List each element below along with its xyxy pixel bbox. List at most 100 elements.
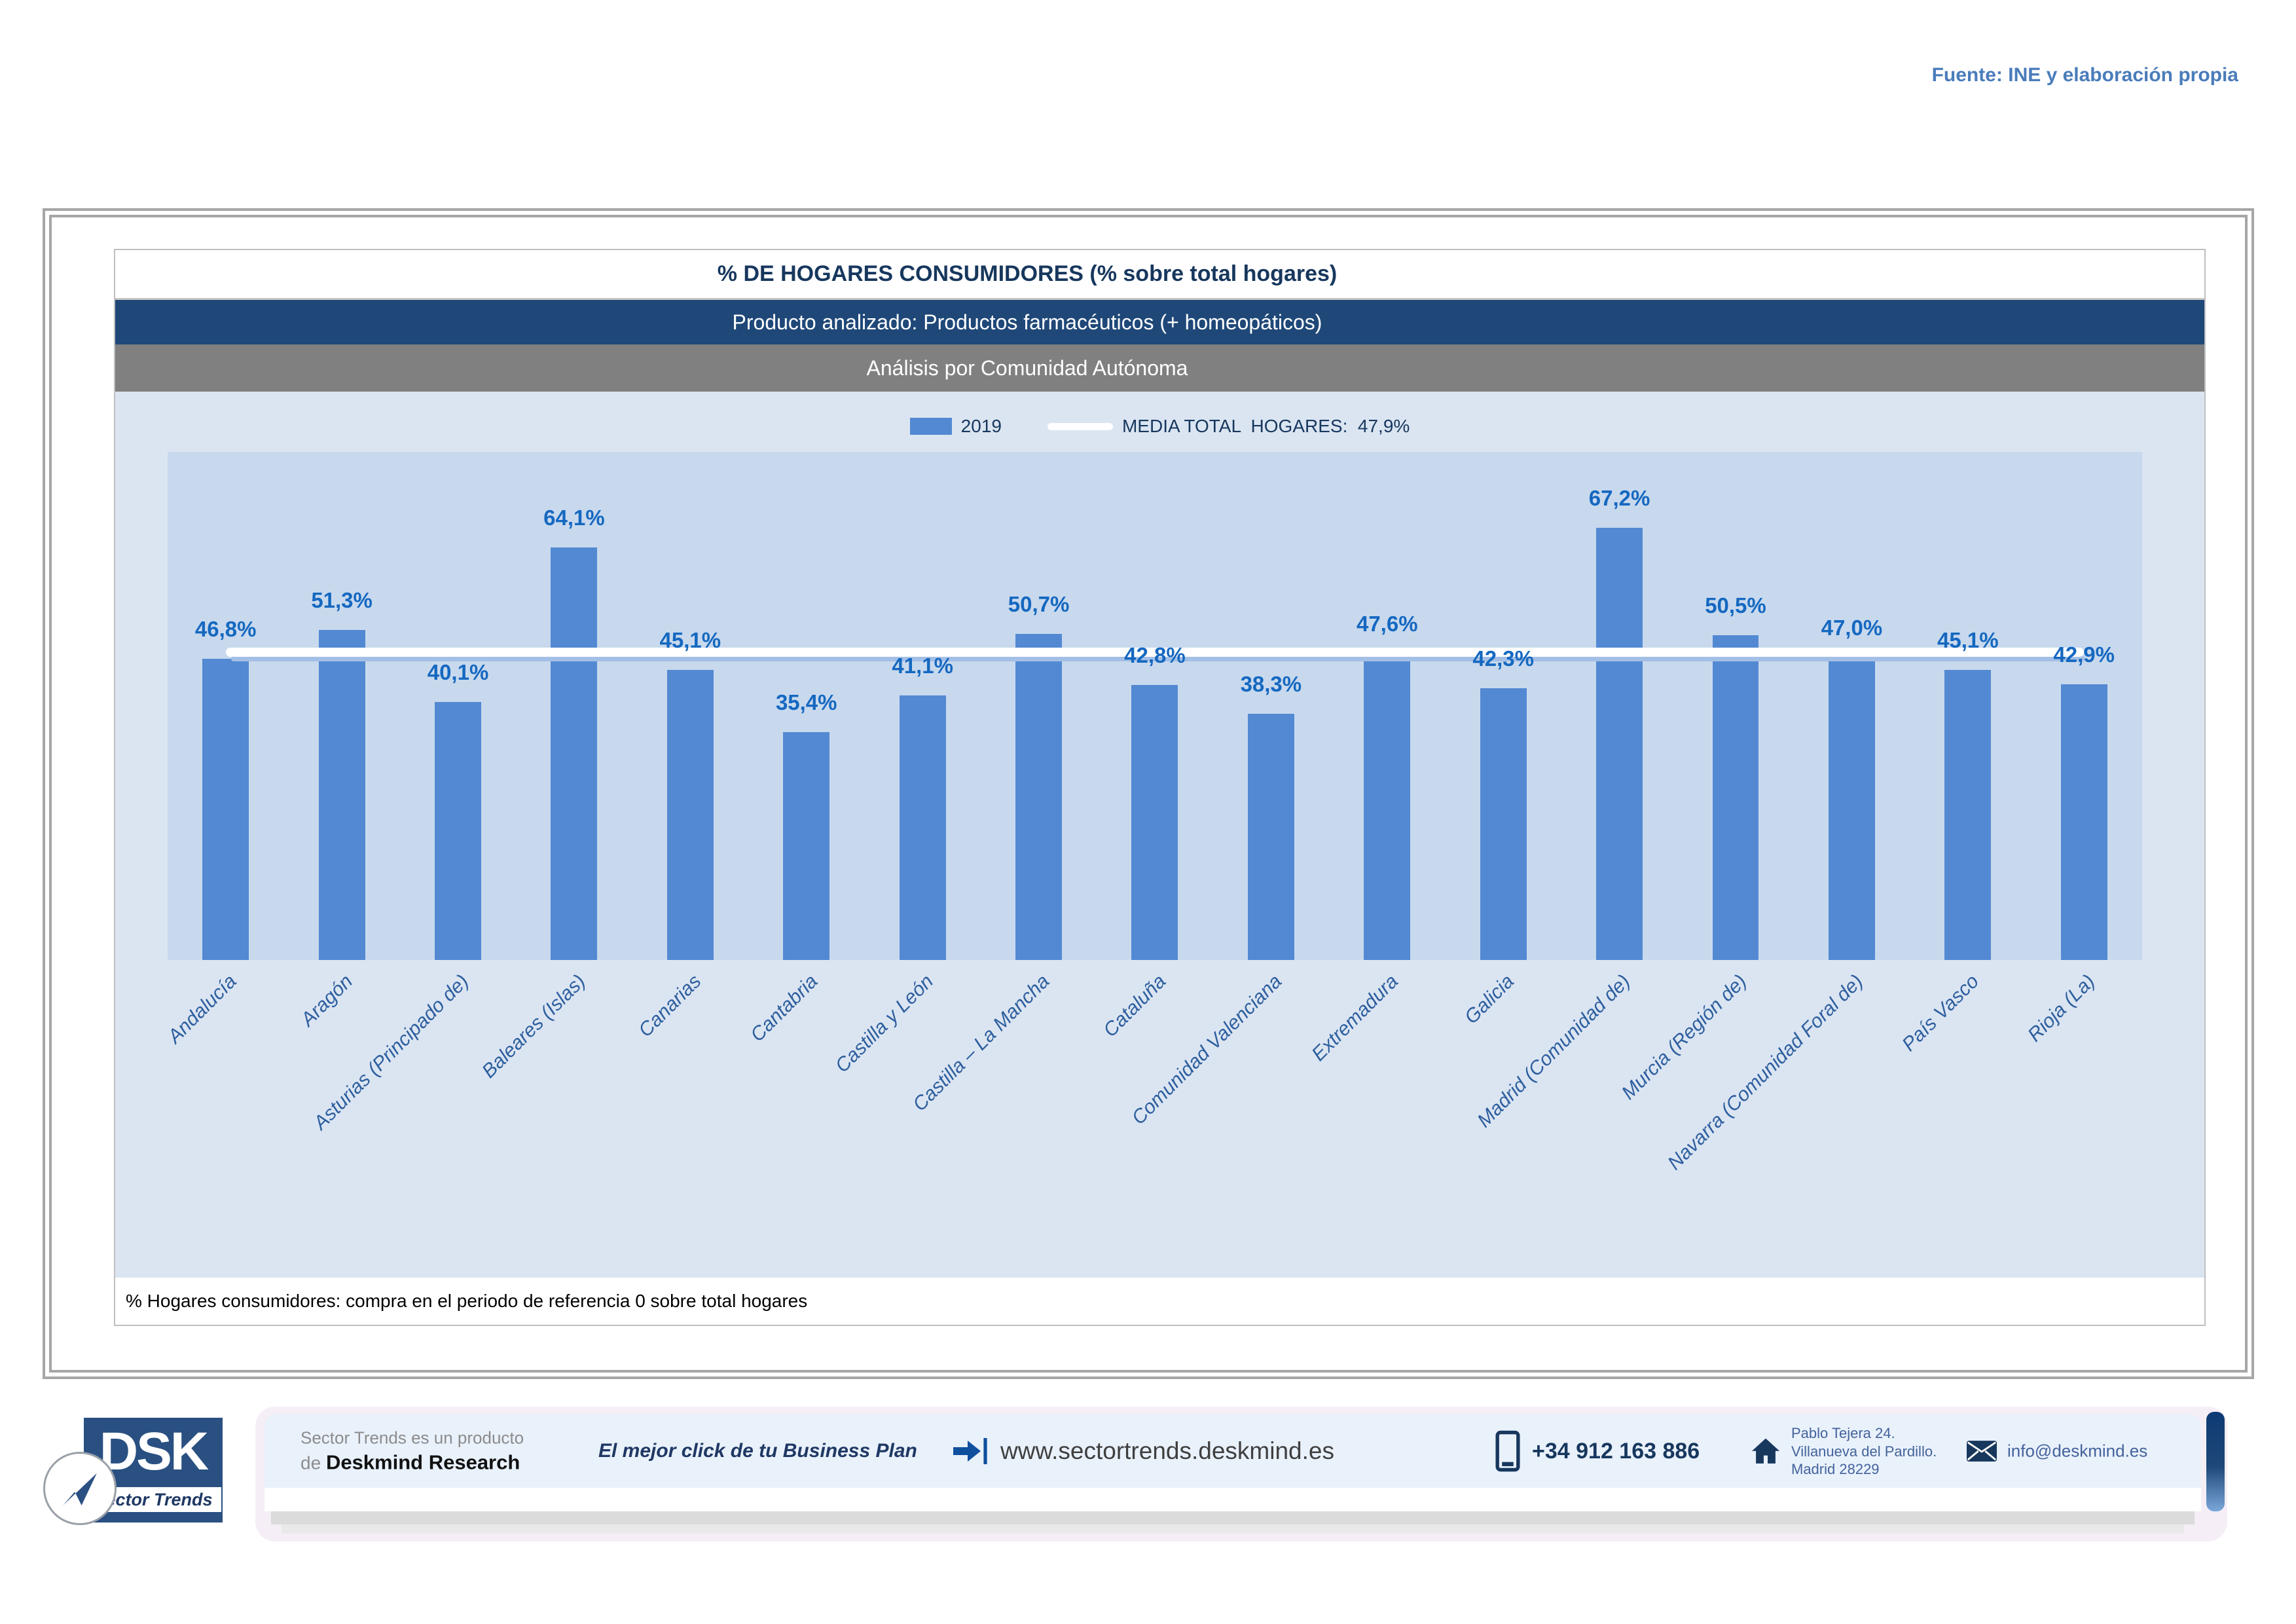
category-label-slot: Andalucía — [164, 960, 283, 1274]
bar-slot: 42,9% — [2026, 452, 2142, 960]
arrow-right-icon — [953, 1438, 987, 1464]
bar-value-label: 42,9% — [2053, 642, 2115, 667]
footer-address-line2: Villanueva del Pardillo. — [1791, 1443, 1937, 1460]
bar-value-label: 45,1% — [1937, 628, 1999, 652]
footer-white-strip — [264, 1488, 2201, 1511]
chart-area: 2019 MEDIA TOTAL HOGARES: 47,9% 46,8% 51,… — [115, 392, 2204, 1278]
bar-slot: 50,5% — [1677, 452, 1793, 960]
bar-2 — [318, 630, 365, 960]
dsk-logo: DSK Sector Trends — [43, 1418, 242, 1529]
bar-14 — [1712, 635, 1759, 960]
outer-frame: % DE HOGARES CONSUMIDORES (% sobre total… — [43, 208, 2254, 1379]
footer-brand: Deskmind Research — [325, 1450, 520, 1474]
bar-7 — [899, 695, 946, 960]
bar-value-label: 47,6% — [1356, 612, 1418, 637]
inner-frame: % DE HOGARES CONSUMIDORES (% sobre total… — [49, 215, 2248, 1373]
category-label-slot: Asturias (Principado de) — [310, 960, 516, 1274]
footer-email: info@deskmind.es — [2007, 1441, 2148, 1461]
bar-value-label: 47,0% — [1821, 616, 1883, 640]
footer-address-block: Pablo Tejera 24. Villanueva del Pardillo… — [1751, 1424, 1937, 1479]
footer-phone-block: +34 912 163 886 — [1495, 1430, 1700, 1472]
footer-website: www.sectortrends.deskmind.es — [1000, 1437, 1334, 1464]
bar-6 — [783, 732, 830, 960]
bar-slot: 47,0% — [1794, 452, 1910, 960]
category-label: Galicia — [1461, 970, 1519, 1029]
bar-value-label: 64,1% — [543, 506, 605, 530]
bar-slot: 51,3% — [283, 452, 399, 960]
category-label-slot: Comunidad Valenciana — [1128, 960, 1329, 1274]
bar-10 — [1247, 713, 1294, 960]
category-label-slot: Cantabria — [746, 960, 864, 1274]
bar-slot: 35,4% — [748, 452, 864, 960]
category-label: Rioja (La) — [2024, 970, 2100, 1046]
bar-slot: 45,1% — [632, 452, 748, 960]
category-label: País Vasco — [1898, 970, 1984, 1056]
footnote: % Hogares consumidores: compra en el per… — [115, 1278, 2204, 1325]
bar-value-label: 46,8% — [194, 617, 257, 642]
category-labels-row: Andalucía Aragón Asturias (Principado de) B… — [164, 960, 2142, 1274]
category-label: Andalucía — [164, 970, 242, 1048]
bar-value-label: 41,1% — [892, 654, 953, 678]
legend: 2019 MEDIA TOTAL HOGARES: 47,9% — [115, 392, 2204, 452]
bar-slot: 40,1% — [400, 452, 516, 960]
footer-website-block: www.sectortrends.deskmind.es — [952, 1436, 1334, 1466]
bar-slot: 50,7% — [981, 452, 1097, 960]
legend-media-label: MEDIA TOTAL HOGARES: 47,9% — [1121, 416, 1410, 436]
bar-slot: 47,6% — [1329, 452, 1445, 960]
chart-panel: % DE HOGARES CONSUMIDORES (% sobre total… — [114, 249, 2206, 1326]
category-label-slot: Navarra (Comunidad Foral de) — [1664, 960, 1910, 1274]
footer-address: Pablo Tejera 24. Villanueva del Pardillo… — [1791, 1424, 1937, 1479]
legend-bar-swatch — [909, 418, 952, 435]
footer-product-line1: Sector Trends es un producto — [301, 1428, 524, 1448]
footer-product-line2: de Deskmind Research — [301, 1451, 524, 1475]
bar-slot: 45,1% — [1910, 452, 2026, 960]
media-average-line — [225, 647, 2085, 657]
category-label: Cataluña — [1099, 970, 1171, 1042]
legend-item-2019: 2019 — [909, 416, 1002, 437]
footer-phone: +34 912 163 886 — [1532, 1438, 1700, 1464]
footer-address-line1: Pablo Tejera 24. — [1791, 1424, 1895, 1441]
bar-slot: 41,1% — [864, 452, 980, 960]
envelope-icon — [1967, 1441, 1997, 1462]
bar-value-label: 35,4% — [775, 690, 837, 715]
mobile-phone-icon — [1495, 1430, 1520, 1472]
category-label-slot: Extremadura — [1307, 960, 1445, 1274]
bar-value-label: 38,3% — [1240, 671, 1302, 696]
bar-11 — [1364, 654, 1411, 960]
bar-15 — [1828, 657, 1875, 960]
footer-band: Sector Trends es un producto de Deskmind… — [264, 1414, 2201, 1488]
bar-12 — [1480, 688, 1527, 960]
bar-slot: 64,1% — [516, 452, 632, 960]
bar-slot: 42,8% — [1097, 452, 1212, 960]
category-label-slot: Castilla y León — [831, 960, 980, 1274]
plot-area: 46,8% 51,3% 40,1% 64,1% 45,1% 35,4% 41,1% 50,7%… — [168, 452, 2142, 960]
bar-value-label: 40,1% — [427, 660, 489, 685]
bar-slot: 67,2% — [1561, 452, 1677, 960]
dsk-arrow-icon — [63, 1473, 97, 1505]
bar-slot: 46,8% — [168, 452, 283, 960]
footer-product-credit: Sector Trends es un producto de Deskmind… — [301, 1428, 524, 1475]
bar-5 — [666, 670, 714, 960]
house-icon — [1752, 1438, 1779, 1464]
bar-13 — [1596, 527, 1643, 960]
footer-address-line3: Madrid 28229 — [1791, 1460, 1880, 1477]
category-label: Cantabria — [746, 970, 822, 1046]
bars-row: 46,8% 51,3% 40,1% 64,1% 45,1% 35,4% 41,1% 50,7%… — [168, 452, 2142, 960]
chart-subtitle-analysis: Análisis por Comunidad Autónoma — [115, 344, 2204, 392]
bar-value-label: 42,8% — [1124, 642, 1186, 667]
footer-gray-strip-2 — [282, 1524, 2184, 1534]
bar-16 — [1944, 670, 1992, 960]
category-label-slot: Madrid (Comunidad de) — [1474, 960, 1677, 1274]
bar-value-label: 42,3% — [1472, 646, 1534, 671]
bar-value-label: 51,3% — [311, 588, 373, 613]
footer-gray-strip-1 — [271, 1511, 2195, 1524]
category-label: Canarias — [634, 970, 706, 1042]
legend-series-label: 2019 — [960, 416, 1002, 436]
category-label-slot: País Vasco — [1898, 960, 2026, 1274]
bar-value-label: 50,7% — [1008, 592, 1070, 616]
category-label-slot: Castilla – La Mancha — [909, 960, 1097, 1274]
chart-subtitle-product: Producto analizado: Productos farmacéuti… — [115, 300, 2204, 344]
bar-value-label: 45,1% — [659, 628, 721, 652]
bar-4 — [551, 547, 598, 960]
